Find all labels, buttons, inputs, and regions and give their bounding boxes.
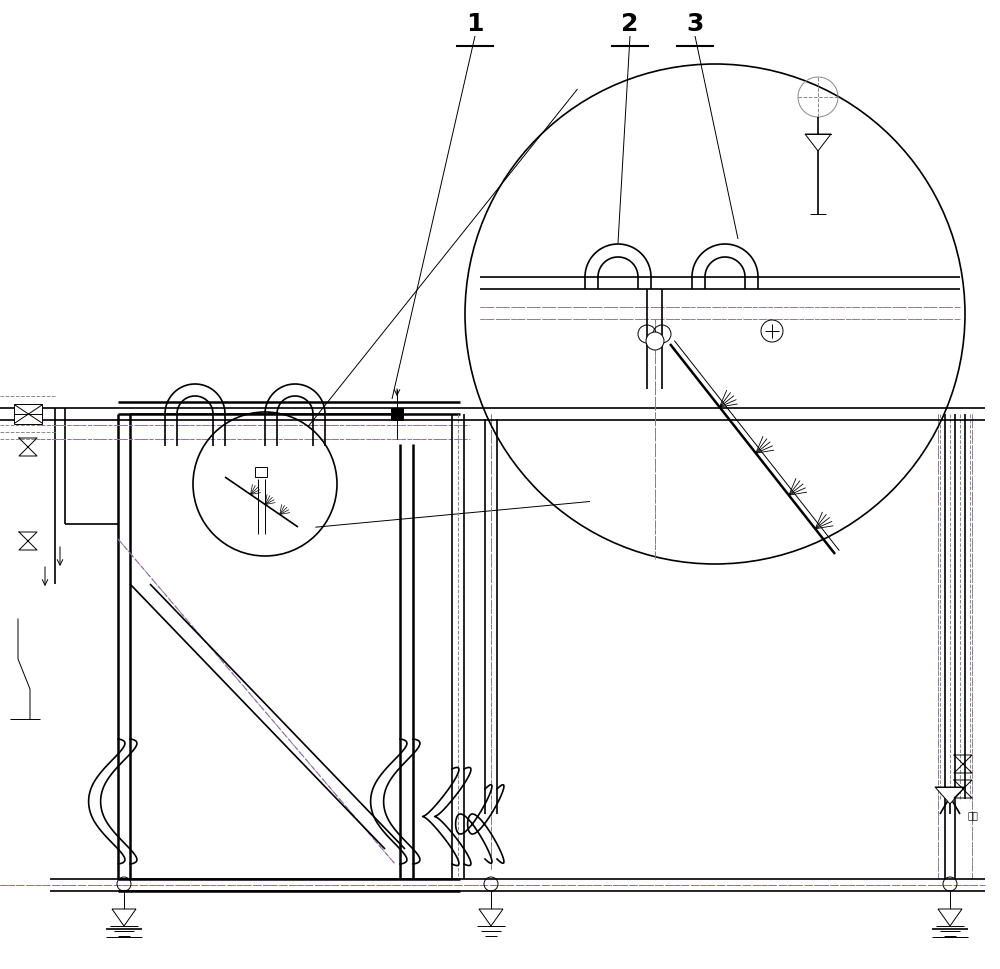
Bar — [391, 408, 403, 420]
Text: 3: 3 — [686, 12, 704, 36]
Text: 1: 1 — [466, 12, 484, 36]
Circle shape — [646, 332, 664, 350]
Bar — [14, 404, 42, 424]
Polygon shape — [935, 787, 965, 804]
Polygon shape — [479, 909, 503, 926]
Text: 2: 2 — [621, 12, 639, 36]
Bar — [255, 467, 267, 477]
Polygon shape — [805, 134, 831, 151]
Polygon shape — [112, 909, 136, 926]
Text: 排水: 排水 — [968, 812, 979, 822]
Polygon shape — [938, 909, 962, 926]
